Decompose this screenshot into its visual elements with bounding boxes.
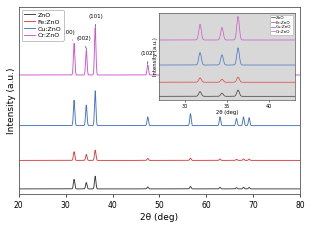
Cu:ZnO (298, 124, 302, 127)
Cr:ZnO (143, 74, 147, 76)
Cr:ZnO (84, 58, 87, 61)
Cu:ZnO (93, 90, 97, 92)
Text: (100): (100) (61, 30, 76, 40)
ZnO (84, 184, 87, 186)
Text: (101): (101) (89, 14, 104, 27)
Cu:ZnO (123, 124, 127, 127)
Cu:ZnO (17, 124, 21, 127)
ZnO (298, 188, 302, 190)
Cr:ZnO (17, 74, 21, 76)
Cr:ZnO (93, 26, 97, 29)
Fe:ZnO (85, 156, 89, 158)
Text: (112): (112) (234, 51, 249, 64)
Text: (102): (102) (140, 51, 155, 64)
X-axis label: 2θ (deg): 2θ (deg) (140, 213, 178, 222)
Cr:ZnO (82, 74, 86, 76)
Cr:ZnO (296, 74, 300, 76)
Fe:ZnO (93, 149, 97, 152)
Cr:ZnO (123, 74, 127, 76)
Cu:ZnO (143, 124, 147, 127)
Text: (201): (201) (242, 52, 257, 65)
Fe:ZnO (82, 159, 86, 162)
Line: Fe:ZnO: Fe:ZnO (19, 150, 300, 160)
Text: (110): (110) (179, 47, 194, 60)
Text: (200): (200) (225, 53, 240, 65)
Cu:ZnO (296, 124, 300, 127)
ZnO (296, 188, 300, 190)
ZnO (85, 184, 89, 187)
Fe:ZnO (84, 155, 87, 158)
Cu:ZnO (85, 113, 89, 116)
Fe:ZnO (296, 159, 300, 162)
Line: Cu:ZnO: Cu:ZnO (19, 91, 300, 125)
ZnO (93, 175, 97, 178)
Line: Cr:ZnO: Cr:ZnO (19, 27, 300, 75)
Text: (002): (002) (76, 36, 91, 49)
Cr:ZnO (85, 60, 89, 62)
ZnO (82, 188, 86, 190)
Fe:ZnO (17, 159, 21, 162)
Cu:ZnO (82, 124, 86, 127)
ZnO (17, 188, 21, 190)
Cu:ZnO (84, 112, 87, 114)
Fe:ZnO (123, 159, 127, 162)
ZnO (143, 188, 147, 190)
Fe:ZnO (298, 159, 302, 162)
Cr:ZnO (298, 74, 302, 76)
Y-axis label: Intensity (a.u.): Intensity (a.u.) (7, 67, 16, 134)
Legend: ZnO, Fe:ZnO, Cu:ZnO, Cr:ZnO: ZnO, Fe:ZnO, Cu:ZnO, Cr:ZnO (22, 10, 64, 41)
Text: (103): (103) (209, 51, 224, 64)
Line: ZnO: ZnO (19, 176, 300, 189)
ZnO (123, 188, 127, 190)
Fe:ZnO (143, 159, 147, 162)
